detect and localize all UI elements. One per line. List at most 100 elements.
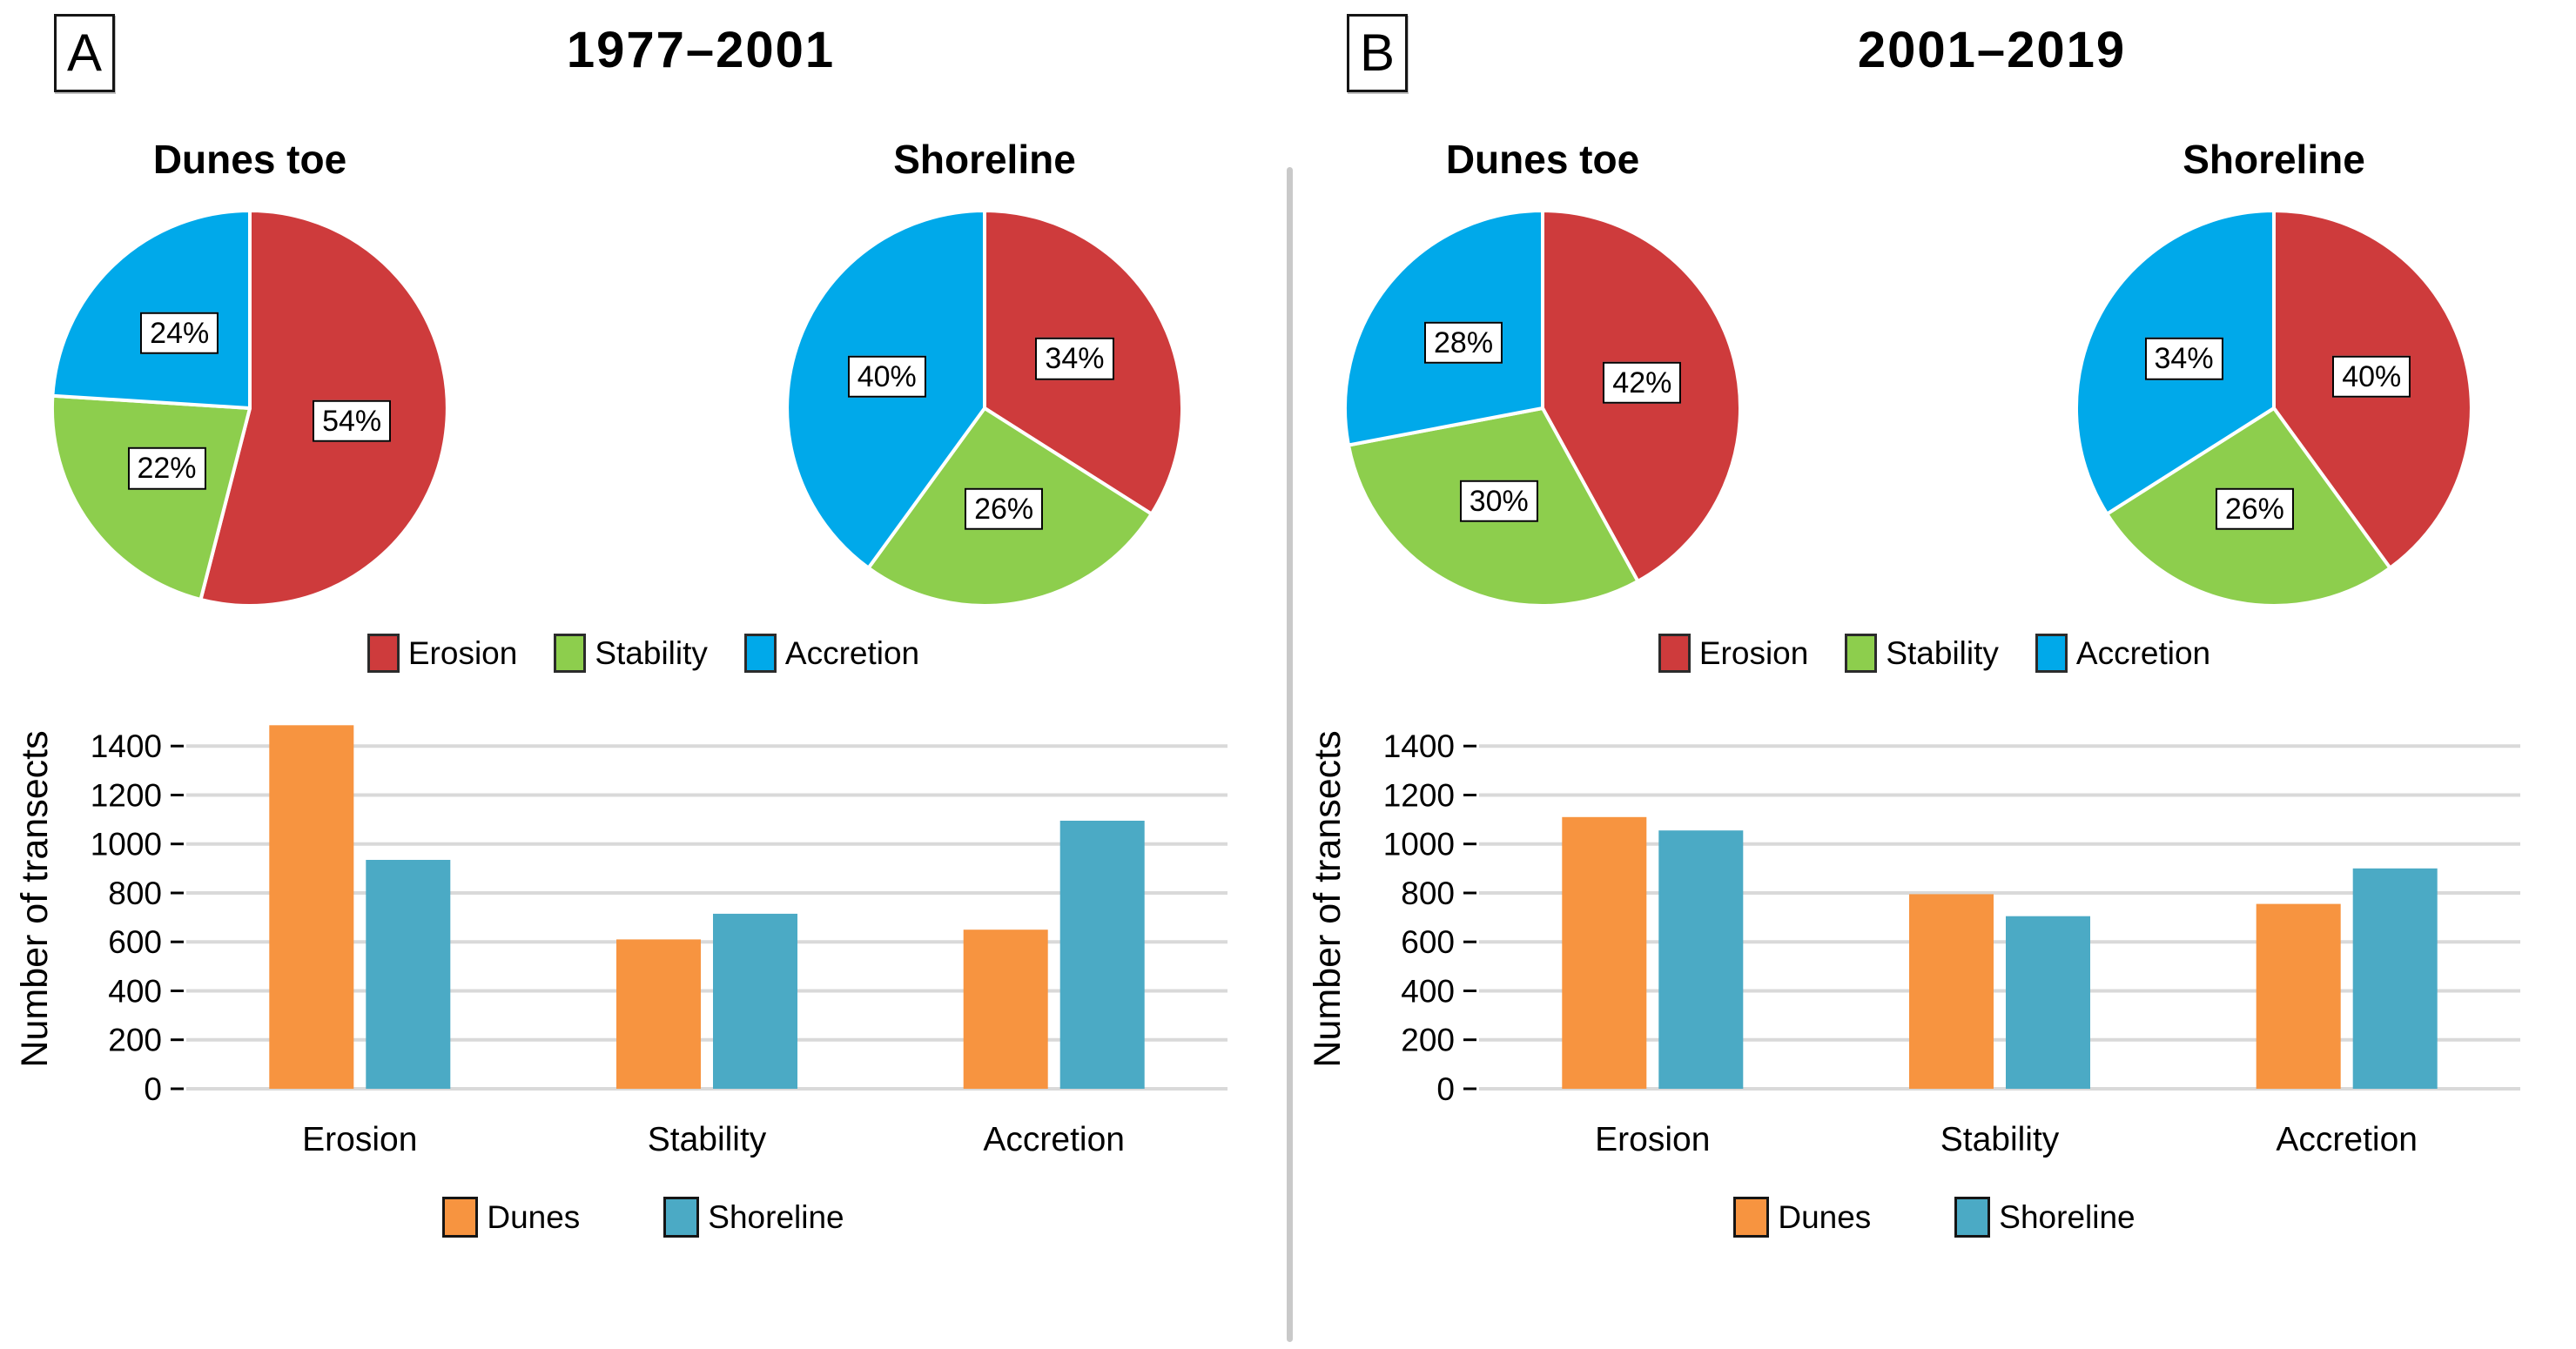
y-tick-label: 800 [108,876,162,911]
y-tick-label: 600 [108,924,162,960]
pie-percent-label: 22% [127,447,206,490]
y-tick-label: 1400 [1383,728,1455,764]
panel-b-label: B [1359,23,1396,82]
y-tick-label: 1000 [91,827,162,862]
y-tick-label: 400 [1401,974,1455,1010]
legend-item-shoreline: Shoreline [1954,1197,2135,1238]
accretion-swatch [743,634,777,673]
pie-svg [50,209,449,607]
pie-percent-label: 24% [140,312,219,355]
pie-percent-label: 26% [965,487,1044,531]
panel-b: B 2001–2019 Dunes toe 42% 30% 28% Shorelin… [1293,0,2576,1349]
pie-legend-a: Erosion Stability Accretion [0,634,1287,673]
category-label: Stability [1940,1121,2060,1158]
y-tick-label: 200 [108,1023,162,1058]
pie-title-shoreline-b: Shoreline [2183,137,2365,182]
pie-slice-stability [50,393,252,601]
shoreline-swatch [663,1197,700,1238]
legend-label: Stability [1886,634,1999,671]
bar-legend-a: Dunes Shoreline [0,1197,1287,1238]
bar-svg: 0 200 400 600 800 1000 1200 1400 Erosion Stabilit… [14,725,1227,1158]
pie-block-shoreline-a: Shoreline 34% 26% 40% [780,136,1189,613]
panel-b-header: B 2001–2019 [1293,14,2576,92]
bar-dunes-accretion [963,930,1048,1089]
y-axis-label: Number of transects [1307,730,1349,1067]
bar-svg: 0 200 400 600 800 1000 1200 1400 Erosion Stabilit… [1307,728,2520,1158]
category-label: Accretion [983,1121,1125,1158]
pie-block-shoreline-b: Shoreline 40% 26% 34% [2069,136,2478,613]
y-tick-label: 1200 [1383,778,1455,814]
y-tick-label: 800 [1401,876,1455,911]
bar-chart-block-a: 0 200 400 600 800 1000 1200 1400 Erosion Stabilit… [7,697,1287,1185]
stability-swatch [554,634,587,673]
legend-label: Shoreline [708,1198,844,1235]
bar-dunes-erosion [1562,816,1647,1089]
bar-chart-block-b: 0 200 400 600 800 1000 1200 1400 Erosion Stabilit… [1300,697,2576,1185]
bar-dunes-stability [1909,894,1994,1089]
legend-label: Erosion [407,634,518,671]
dunes-swatch [442,1197,479,1238]
pie-block-dunes-toe-b: Dunes toe 42% 30% 28% [1338,136,1747,613]
bar-shoreline-accretion [2352,868,2438,1089]
bar-chart-a: 0 200 400 600 800 1000 1200 1400 Erosion Stabilit… [7,697,1287,1185]
y-tick-label: 1400 [91,728,162,764]
panel-a: A 1977–2001 Dunes toe 54% 22% 24% Shorelin… [0,0,1287,1349]
y-tick-label: 400 [108,974,162,1010]
legend-item-erosion: Erosion [1658,634,1808,673]
y-tick-label: 0 [144,1071,162,1107]
y-tick-label: 600 [1401,924,1455,960]
dunes-swatch [1733,1197,1770,1238]
legend-item-accretion: Accretion [743,634,919,673]
pie-title-shoreline-a: Shoreline [893,137,1076,182]
legend-item-erosion: Erosion [367,634,517,673]
legend-label: Dunes [1778,1198,1872,1235]
pie-title-dunes-toe-b: Dunes toe [1445,137,1640,182]
panel-a-header: A 1977–2001 [0,14,1287,92]
pie-slice-accretion [50,209,252,410]
legend-item-stability: Stability [1845,634,1999,673]
pie-percent-label: 34% [1035,337,1114,380]
bar-dunes-stability [616,939,701,1089]
stability-swatch [1845,634,1878,673]
panel-a-label-box: A [54,14,115,92]
pie-percent-label: 26% [2215,487,2294,531]
erosion-swatch [367,634,400,673]
panel-a-pies-row: Dunes toe 54% 22% 24% Shoreline 34% 26% 40% [0,136,1287,613]
y-tick-label: 200 [1401,1023,1455,1058]
pie-chart-dunes-toe-a: 54% 22% 24% [45,204,454,613]
legend-label: Shoreline [1999,1198,2135,1235]
pie-percent-label: 40% [2332,355,2411,398]
pie-legend-b: Erosion Stability Accretion [1293,634,2576,673]
panel-divider [1287,167,1293,1342]
bar-shoreline-erosion [366,860,451,1089]
pie-svg [785,209,1184,607]
bar-shoreline-stability [713,913,797,1089]
legend-item-dunes: Dunes [442,1197,580,1238]
bar-legend-b: Dunes Shoreline [1293,1197,2576,1238]
pie-percent-label: 40% [847,355,926,398]
legend-item-dunes: Dunes [1733,1197,1871,1238]
bar-chart-b: 0 200 400 600 800 1000 1200 1400 Erosion Stabilit… [1300,697,2576,1185]
shoreline-swatch [1954,1197,1991,1238]
bar-dunes-accretion [2256,903,2341,1089]
pie-svg [2075,209,2473,607]
legend-label: Stability [595,634,708,671]
legend-label: Accretion [2075,634,2211,671]
pie-title-dunes-toe-a: Dunes toe [152,137,347,182]
legend-label: Erosion [1698,634,1809,671]
pie-block-dunes-toe-a: Dunes toe 54% 22% 24% [45,136,454,613]
y-tick-label: 1000 [1383,827,1455,862]
category-label: Erosion [302,1121,417,1158]
pie-svg [1343,209,1742,607]
pie-percent-label: 34% [2144,337,2223,380]
panel-a-label: A [66,23,103,82]
category-label: Stability [648,1121,767,1158]
pie-chart-dunes-toe-b: 42% 30% 28% [1338,204,1747,613]
category-label: Erosion [1595,1121,1710,1158]
accretion-swatch [2035,634,2068,673]
panel-b-title: 2001–2019 [1857,22,2127,78]
y-tick-label: 0 [1436,1071,1455,1107]
y-axis-label: Number of transects [14,730,56,1067]
panel-b-label-box: B [1347,14,1408,92]
